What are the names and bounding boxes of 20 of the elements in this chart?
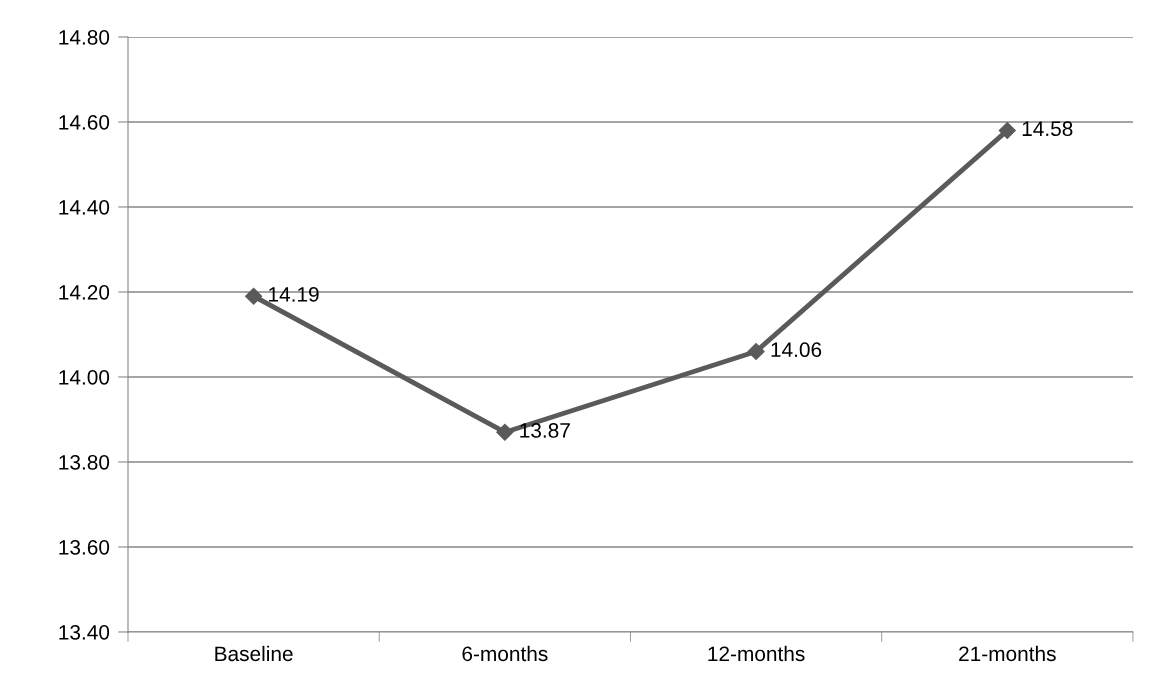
- x-tick-label: Baseline: [215, 645, 293, 662]
- y-tick-label: 14.60: [59, 114, 110, 130]
- data-label: 14.06: [771, 342, 822, 358]
- data-label: 14.58: [1022, 121, 1073, 137]
- data-label: 14.19: [269, 287, 319, 302]
- point: [496, 423, 514, 441]
- y-tick-label: 13.60: [59, 539, 110, 555]
- point: [245, 287, 263, 305]
- point: [747, 342, 765, 361]
- y-tick-label: 13.80: [59, 454, 110, 470]
- y-tick-label: 14.20: [59, 284, 110, 300]
- y-tick-label: 14.40: [59, 199, 110, 215]
- data-label: 13.87: [520, 423, 570, 438]
- x-tick-label: 12-months: [708, 645, 805, 662]
- y-tick-label: 13.40: [59, 624, 110, 640]
- x-tick-label: 21-months: [959, 645, 1056, 662]
- y-tick-label: 14.80: [59, 29, 110, 45]
- x-tick-label: 6-months: [462, 645, 548, 662]
- point: [998, 121, 1016, 140]
- y-tick-label: 14.00: [59, 369, 110, 385]
